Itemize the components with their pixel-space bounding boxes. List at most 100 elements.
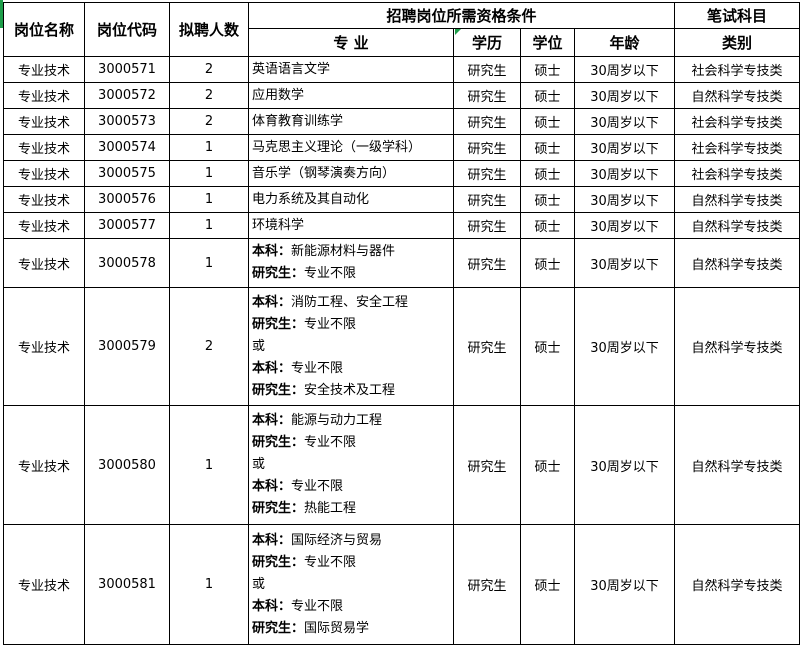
cell-age[interactable]: 30周岁以下 xyxy=(574,405,675,525)
cell-age[interactable]: 30周岁以下 xyxy=(574,287,675,406)
cell-degree[interactable]: 硕士 xyxy=(520,238,575,288)
cell-post-name[interactable]: 专业技术 xyxy=(3,238,85,288)
cell-post-name[interactable]: 专业技术 xyxy=(3,212,85,239)
cell-category[interactable]: 自然科学专技类 xyxy=(674,186,800,213)
cell-post-name[interactable]: 专业技术 xyxy=(3,524,85,645)
cell-category[interactable]: 社会科学专技类 xyxy=(674,160,800,187)
cell-age[interactable]: 30周岁以下 xyxy=(574,134,675,161)
cell-post-code[interactable]: 3000575 xyxy=(84,160,170,187)
cell-post-name[interactable]: 专业技术 xyxy=(3,287,85,406)
cell-major[interactable]: 音乐学（钢琴演奏方向） xyxy=(248,160,454,187)
cell-category[interactable]: 社会科学专技类 xyxy=(674,108,800,135)
cell-degree[interactable]: 硕士 xyxy=(520,82,575,109)
cell-major[interactable]: 本科：能源与动力工程 研究生：专业不限或本科：专业不限 研究生：热能工程 xyxy=(248,405,454,525)
cell-category[interactable]: 自然科学专技类 xyxy=(674,405,800,525)
cell-post-code[interactable]: 3000573 xyxy=(84,108,170,135)
cell-category[interactable]: 自然科学专技类 xyxy=(674,238,800,288)
cell-hire-count[interactable]: 1 xyxy=(169,212,249,239)
cell-post-code[interactable]: 3000578 xyxy=(84,238,170,288)
cell-major[interactable]: 电力系统及其自动化 xyxy=(248,186,454,213)
cell-degree[interactable]: 硕士 xyxy=(520,108,575,135)
cell-degree[interactable]: 硕士 xyxy=(520,405,575,525)
cell-major[interactable]: 应用数学 xyxy=(248,82,454,109)
cell-hire-count[interactable]: 2 xyxy=(169,56,249,83)
cell-degree[interactable]: 硕士 xyxy=(520,524,575,645)
table-row: 专业技术 3000580 1 本科：能源与动力工程 研究生：专业不限或本科：专业不限 研究… xyxy=(3,405,800,525)
cell-education[interactable]: 研究生 xyxy=(453,238,521,288)
cell-degree[interactable]: 硕士 xyxy=(520,212,575,239)
header-post-code[interactable]: 岗位代码 xyxy=(84,2,170,57)
cell-education[interactable]: 研究生 xyxy=(453,134,521,161)
cell-age[interactable]: 30周岁以下 xyxy=(574,160,675,187)
cell-category[interactable]: 自然科学专技类 xyxy=(674,524,800,645)
header-post-name[interactable]: 岗位名称 xyxy=(3,2,85,57)
header-education[interactable]: 学历 xyxy=(453,28,521,57)
cell-category[interactable]: 自然科学专技类 xyxy=(674,82,800,109)
cell-category[interactable]: 自然科学专技类 xyxy=(674,287,800,406)
cell-post-code[interactable]: 3000581 xyxy=(84,524,170,645)
cell-education[interactable]: 研究生 xyxy=(453,56,521,83)
cell-major[interactable]: 体育教育训练学 xyxy=(248,108,454,135)
header-conditions-group[interactable]: 招聘岗位所需资格条件 xyxy=(248,2,675,29)
header-exam-group[interactable]: 笔试科目 xyxy=(674,2,800,29)
cell-category[interactable]: 社会科学专技类 xyxy=(674,56,800,83)
cell-degree[interactable]: 硕士 xyxy=(520,134,575,161)
cell-post-code[interactable]: 3000579 xyxy=(84,287,170,406)
cell-major[interactable]: 马克思主义理论（一级学科） xyxy=(248,134,454,161)
cell-education[interactable]: 研究生 xyxy=(453,82,521,109)
cell-post-name[interactable]: 专业技术 xyxy=(3,160,85,187)
cell-education[interactable]: 研究生 xyxy=(453,524,521,645)
cell-major[interactable]: 本科：新能源材料与器件 研究生：专业不限 xyxy=(248,238,454,288)
cell-category[interactable]: 社会科学专技类 xyxy=(674,134,800,161)
cell-post-name[interactable]: 专业技术 xyxy=(3,186,85,213)
cell-degree[interactable]: 硕士 xyxy=(520,287,575,406)
cell-post-code[interactable]: 3000580 xyxy=(84,405,170,525)
cell-degree[interactable]: 硕士 xyxy=(520,160,575,187)
cell-post-name[interactable]: 专业技术 xyxy=(3,56,85,83)
header-age[interactable]: 年龄 xyxy=(574,28,675,57)
cell-degree[interactable]: 硕士 xyxy=(520,56,575,83)
cell-hire-count[interactable]: 1 xyxy=(169,238,249,288)
cell-post-code[interactable]: 3000576 xyxy=(84,186,170,213)
cell-hire-count[interactable]: 1 xyxy=(169,160,249,187)
cell-education[interactable]: 研究生 xyxy=(453,405,521,525)
cell-post-name[interactable]: 专业技术 xyxy=(3,134,85,161)
cell-major[interactable]: 本科：消防工程、安全工程 研究生：专业不限或本科：专业不限 研究生：安全技术及工程 xyxy=(248,287,454,406)
cell-age[interactable]: 30周岁以下 xyxy=(574,238,675,288)
cell-age[interactable]: 30周岁以下 xyxy=(574,524,675,645)
cell-hire-count[interactable]: 2 xyxy=(169,82,249,109)
cell-post-code[interactable]: 3000571 xyxy=(84,56,170,83)
cell-age[interactable]: 30周岁以下 xyxy=(574,186,675,213)
header-category[interactable]: 类别 xyxy=(674,28,800,57)
cell-post-code[interactable]: 3000577 xyxy=(84,212,170,239)
cell-post-name[interactable]: 专业技术 xyxy=(3,108,85,135)
cell-hire-count[interactable]: 1 xyxy=(169,134,249,161)
cell-hire-count[interactable]: 1 xyxy=(169,405,249,525)
cell-education[interactable]: 研究生 xyxy=(453,186,521,213)
cell-age[interactable]: 30周岁以下 xyxy=(574,108,675,135)
header-major[interactable]: 专 业 xyxy=(248,28,454,57)
cell-education[interactable]: 研究生 xyxy=(453,287,521,406)
cell-post-name[interactable]: 专业技术 xyxy=(3,82,85,109)
cell-post-code[interactable]: 3000572 xyxy=(84,82,170,109)
cell-hire-count[interactable]: 1 xyxy=(169,524,249,645)
cell-age[interactable]: 30周岁以下 xyxy=(574,56,675,83)
cell-post-code[interactable]: 3000574 xyxy=(84,134,170,161)
cell-major[interactable]: 英语语言文学 xyxy=(248,56,454,83)
cell-education[interactable]: 研究生 xyxy=(453,108,521,135)
cell-age[interactable]: 30周岁以下 xyxy=(574,82,675,109)
cell-major[interactable]: 本科：国际经济与贸易 研究生：专业不限或本科：专业不限 研究生：国际贸易学 xyxy=(248,524,454,645)
cell-hire-count[interactable]: 2 xyxy=(169,108,249,135)
header-hire-count[interactable]: 拟聘人数 xyxy=(169,2,249,57)
header-degree[interactable]: 学位 xyxy=(520,28,575,57)
cell-category[interactable]: 自然科学专技类 xyxy=(674,212,800,239)
cell-post-name[interactable]: 专业技术 xyxy=(3,405,85,525)
cell-hire-count[interactable]: 2 xyxy=(169,287,249,406)
cell-education[interactable]: 研究生 xyxy=(453,160,521,187)
selection-edge xyxy=(0,0,3,28)
cell-major[interactable]: 环境科学 xyxy=(248,212,454,239)
cell-hire-count[interactable]: 1 xyxy=(169,186,249,213)
cell-age[interactable]: 30周岁以下 xyxy=(574,212,675,239)
cell-education[interactable]: 研究生 xyxy=(453,212,521,239)
cell-degree[interactable]: 硕士 xyxy=(520,186,575,213)
